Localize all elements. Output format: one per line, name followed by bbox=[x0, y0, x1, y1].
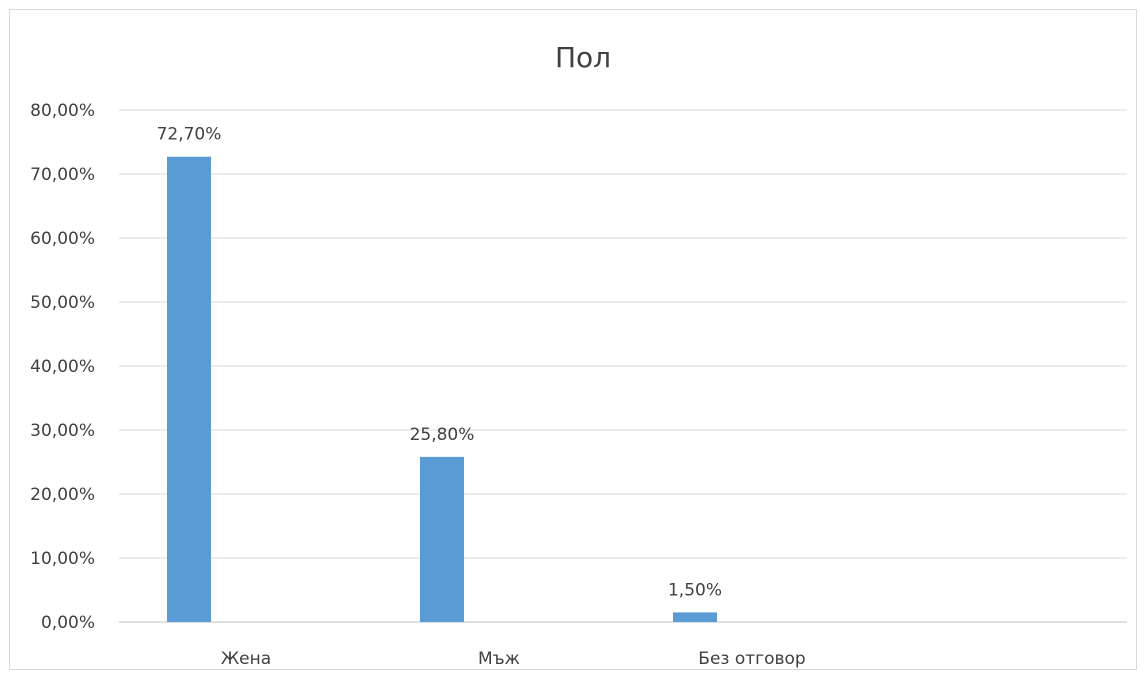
y-tick-label: 0,00% bbox=[41, 613, 95, 633]
y-tick-label: 20,00% bbox=[30, 485, 95, 505]
bar bbox=[420, 456, 464, 622]
y-tick-label: 40,00% bbox=[30, 357, 95, 377]
x-axis-category-labels: Жена Мъж Без отговор bbox=[221, 649, 806, 669]
y-tick-label: 80,00% bbox=[30, 101, 95, 121]
y-tick-label: 50,00% bbox=[30, 293, 95, 313]
bar bbox=[673, 612, 717, 622]
bar bbox=[167, 156, 211, 622]
data-label: 1,50% bbox=[668, 580, 722, 600]
category-label: Без отговор bbox=[698, 649, 805, 669]
data-label: 72,70% bbox=[157, 125, 222, 145]
data-labels: 72,70% 25,80% 1,50% bbox=[157, 125, 722, 601]
y-axis-tick-labels: 0,00% 10,00% 20,00% 30,00% 40,00% 50,00% 60,00… bbox=[30, 101, 95, 633]
y-tick-label: 70,00% bbox=[30, 165, 95, 185]
y-tick-label: 10,00% bbox=[30, 549, 95, 569]
category-label: Мъж bbox=[478, 649, 520, 669]
data-label: 25,80% bbox=[410, 425, 475, 445]
y-tick-label: 30,00% bbox=[30, 421, 95, 441]
y-tick-label: 60,00% bbox=[30, 229, 95, 249]
bars bbox=[167, 156, 717, 622]
gridlines bbox=[119, 109, 1127, 623]
category-label: Жена bbox=[221, 649, 271, 669]
chart-title: Пол bbox=[555, 41, 611, 74]
